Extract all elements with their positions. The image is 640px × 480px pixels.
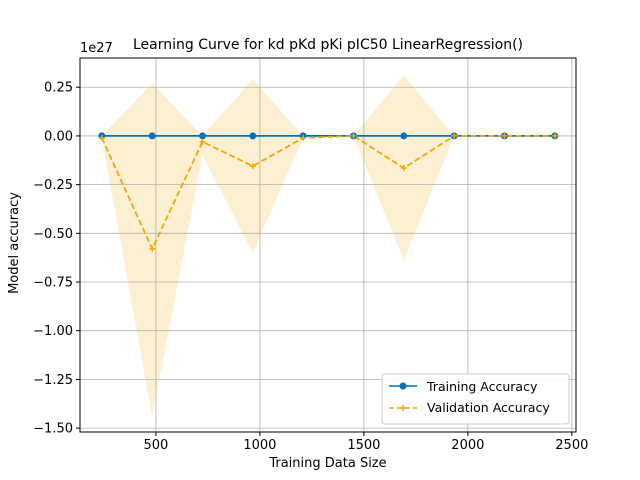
validation-confidence-band (101, 75, 555, 417)
x-tick-label: 1000 (243, 438, 276, 453)
x-axis-label: Training Data Size (268, 456, 386, 471)
legend-box (381, 373, 570, 425)
y-tick-label: −1.25 (33, 373, 73, 388)
validation-accuracy-line (100, 134, 555, 252)
legend-validation-label: Validation Accuracy (427, 400, 550, 415)
y-tick-label: −0.75 (33, 276, 73, 291)
y-axis-label: Model accuracy (7, 192, 22, 294)
y-offset-label: 1e27 (80, 41, 113, 56)
training-accuracy-point (198, 132, 206, 140)
y-tick-label: 0.00 (44, 129, 73, 144)
legend-training-label: Training Accuracy (426, 379, 538, 394)
x-tick-label: 2500 (555, 438, 588, 453)
y-tick-label: −1.00 (33, 324, 73, 339)
axes-layer: 500 1000 1500 2000 2500 0.25 0.00 −0.25 −0.50 −0.… (33, 57, 588, 453)
validation-accuracy-point (501, 132, 508, 139)
x-tick-label: 2000 (451, 438, 484, 453)
y-tick-label: −0.25 (33, 178, 73, 193)
x-tick-label: 1500 (347, 438, 380, 453)
legend-training-marker (399, 382, 407, 390)
validation-accuracy-point (350, 132, 357, 139)
validation-accuracy-point (199, 138, 206, 145)
chart-title: Learning Curve for kd pKd pKi pIC50 Line… (133, 37, 523, 53)
y-tick-label: −0.50 (33, 227, 73, 242)
y-tick-label: 0.25 (44, 81, 73, 96)
validation-accuracy-point (300, 134, 307, 141)
training-accuracy-point (400, 132, 408, 140)
legend-validation-marker (400, 405, 406, 411)
validation-accuracy-point (551, 132, 558, 139)
training-accuracy-point (249, 132, 257, 140)
validation-accuracy-point (451, 132, 458, 139)
validation-accuracy-point (249, 163, 256, 170)
validation-accuracy-point (98, 134, 105, 141)
x-tick-label: 500 (143, 438, 168, 453)
validation-accuracy-point (149, 245, 156, 252)
training-accuracy-point (148, 132, 156, 140)
validation-band-layer (101, 75, 555, 417)
validation-accuracy-point (400, 165, 407, 172)
y-tick-label: −1.50 (33, 422, 73, 437)
series-layer (98, 132, 559, 252)
legend: Training Accuracy Validation Accuracy (381, 373, 570, 425)
plot-frame (79, 57, 577, 433)
